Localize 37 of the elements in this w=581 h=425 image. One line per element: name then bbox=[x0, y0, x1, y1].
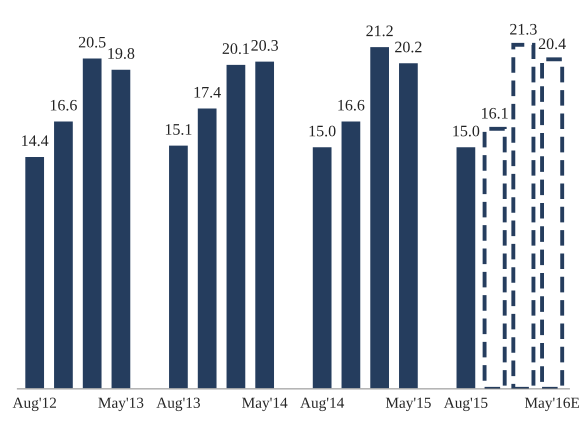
bar bbox=[340, 120, 362, 389]
data-label: 17.4 bbox=[194, 86, 221, 98]
data-label: 21.2 bbox=[366, 26, 393, 36]
data-label: 16.6 bbox=[338, 100, 364, 111]
data-label: 14.4 bbox=[22, 135, 48, 146]
data-label: 15.0 bbox=[453, 126, 480, 136]
data-label: 16.6 bbox=[50, 100, 77, 111]
x-tick-label: Aug'15 bbox=[444, 398, 488, 412]
data-label: 16.1 bbox=[482, 108, 508, 119]
x-tick-label: May'14 bbox=[242, 398, 288, 412]
x-tick-label: Aug'13 bbox=[156, 398, 200, 412]
data-label: 20.5 bbox=[78, 36, 106, 48]
bar bbox=[254, 60, 276, 389]
data-label: 20.3 bbox=[251, 40, 278, 51]
x-tick-label: May'16E bbox=[524, 398, 580, 412]
data-label: 20.4 bbox=[538, 38, 566, 50]
data-label: 20.1 bbox=[222, 43, 249, 54]
bar bbox=[81, 57, 103, 389]
bar bbox=[196, 107, 218, 389]
x-tick-label: May'13 bbox=[98, 398, 144, 412]
bar bbox=[52, 120, 74, 389]
bar bbox=[110, 68, 132, 389]
data-label: 20.2 bbox=[395, 42, 422, 52]
data-label: 15.1 bbox=[166, 124, 192, 135]
bar bbox=[225, 64, 247, 389]
bar bbox=[311, 146, 333, 389]
bar bbox=[455, 146, 477, 389]
bar bbox=[24, 156, 46, 389]
x-tick-label: Aug'14 bbox=[300, 398, 344, 412]
bar bbox=[168, 144, 190, 389]
x-tick-label: Aug'12 bbox=[12, 398, 56, 412]
bar bbox=[398, 62, 420, 389]
data-label: 15.0 bbox=[310, 126, 336, 136]
x-tick-label: May'15 bbox=[386, 398, 431, 412]
bar bbox=[368, 46, 390, 389]
data-label: 19.8 bbox=[108, 48, 134, 59]
data-label: 21.3 bbox=[510, 24, 537, 35]
